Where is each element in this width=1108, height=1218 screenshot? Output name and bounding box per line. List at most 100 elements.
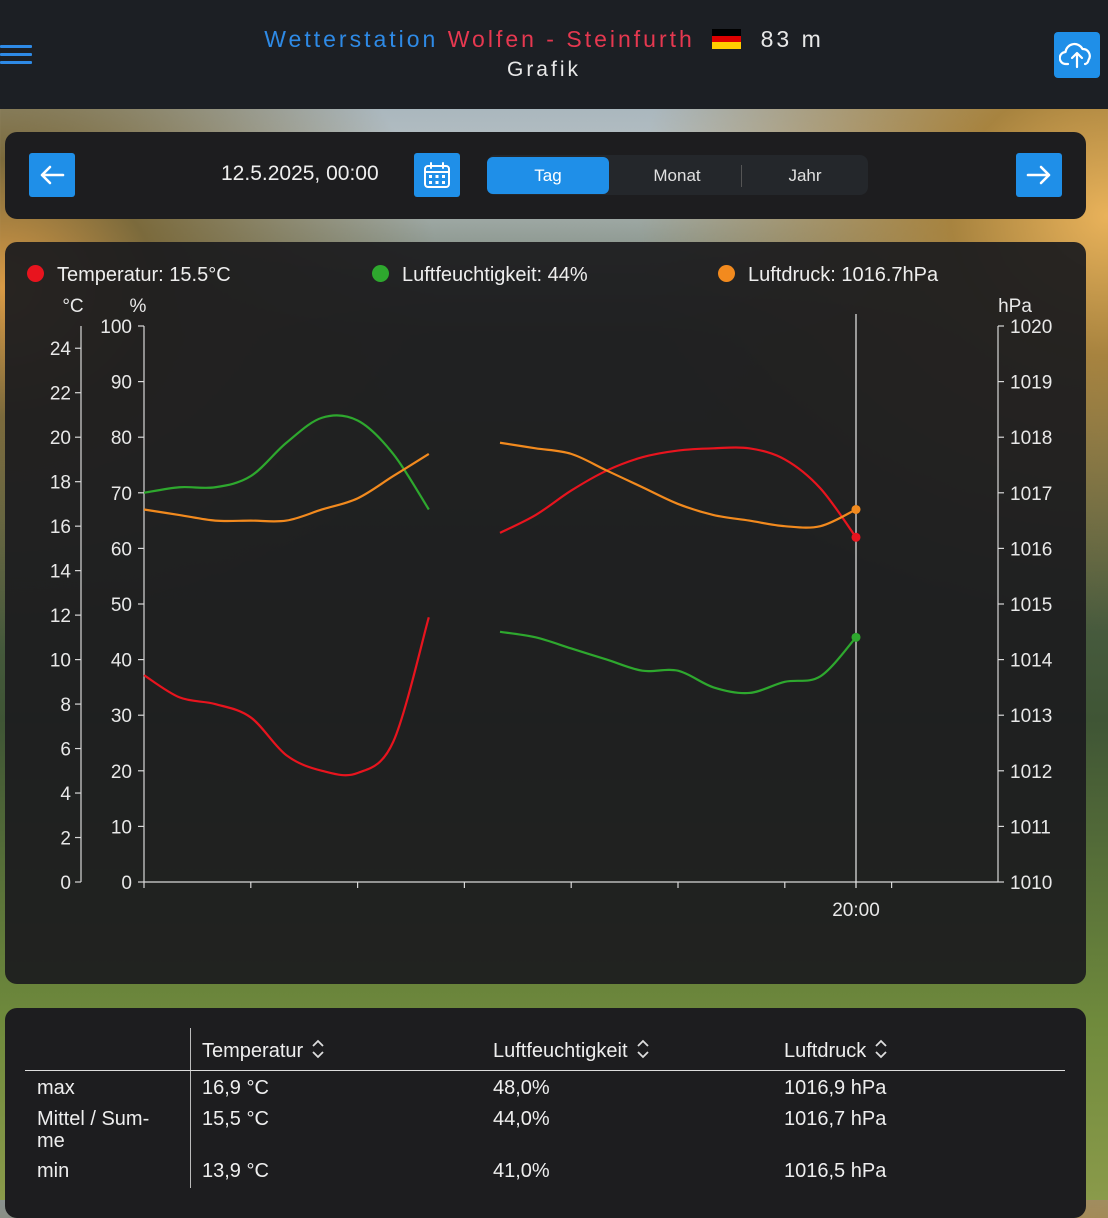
max-pressure: 1016,9 hPa [784, 1077, 887, 1099]
temp-tick-label: 22 [50, 384, 71, 405]
humidity-tick-label: 20 [111, 762, 132, 783]
tab-monat[interactable]: Monat [653, 166, 701, 185]
pressure-tick-label: 1016 [1010, 539, 1052, 560]
max-temperature: 16,9 °C [202, 1077, 269, 1099]
pressure-tick-label: 1010 [1010, 873, 1052, 894]
station-title: Wetterstation Wolfen - Steinfurth 83 m [0, 26, 1088, 53]
stats-table: Temperatur Luftfeuchtigkeit Luftdruck ma… [5, 1008, 1086, 1218]
next-button[interactable] [1016, 153, 1062, 197]
arrow-right-icon [1026, 165, 1051, 185]
temp-tick-label: 10 [50, 651, 71, 672]
arrow-left-icon [40, 165, 65, 185]
temp-tick-label: 8 [60, 695, 71, 716]
max-humidity: 48,0% [493, 1077, 550, 1099]
humidity-tick-label: 40 [111, 651, 132, 672]
row-label-min: min [37, 1160, 70, 1182]
humidity-tick-label: 70 [111, 484, 132, 505]
pressure-tick-label: 1011 [1010, 817, 1051, 838]
temp-tick-label: 0 [60, 873, 71, 894]
sort-icon [312, 1039, 324, 1059]
mean-temperature: 15,5 °C [202, 1108, 269, 1130]
humidity-tick-label: 80 [111, 428, 132, 449]
weather-chart[interactable]: 024681012141618202224°C01020304050607080… [5, 242, 1086, 984]
table-divider-horizontal [25, 1070, 1065, 1071]
cursor-point-luftdruck [851, 504, 861, 514]
header-pressure[interactable]: Luftdruck [784, 1039, 888, 1063]
pressure-tick-label: 1019 [1010, 373, 1052, 394]
chart-panel: Temperatur: 15.5°C Luftfeuchtigkeit: 44%… [5, 242, 1086, 984]
min-pressure: 1016,5 hPa [784, 1160, 887, 1182]
page-subtitle: Grafik [506, 58, 581, 81]
legend-dot-temperature [27, 265, 44, 282]
cursor-point-luftfeuchtigkeit [851, 632, 861, 642]
min-temperature: 13,9 °C [202, 1160, 269, 1182]
app-header: Wetterstation Wolfen - Steinfurth 83 m G… [0, 0, 1108, 109]
cloud-upload-button[interactable] [1054, 32, 1100, 78]
legend-dot-pressure [718, 265, 735, 282]
series-line-luftfeuchtigkeit [499, 630, 857, 695]
legend-label-humidity: Luftfeuchtigkeit: 44% [402, 264, 588, 286]
humidity-axis-unit: % [130, 296, 147, 317]
series-line-luftdruck [143, 452, 430, 523]
pressure-tick-label: 1014 [1010, 651, 1053, 672]
cursor-point-temperatur [851, 532, 861, 542]
row-label-max: max [37, 1077, 75, 1099]
humidity-tick-label: 10 [111, 817, 132, 838]
hamburger-icon[interactable] [0, 43, 32, 67]
cloud-upload-icon [1059, 42, 1091, 69]
header-humidity[interactable]: Luftfeuchtigkeit [493, 1039, 650, 1063]
legend-pressure[interactable]: Luftdruck: 1016.7hPa [718, 264, 938, 287]
legend-temperature[interactable]: Temperatur: 15.5°C [27, 264, 231, 287]
pressure-tick-label: 1012 [1010, 762, 1052, 783]
humidity-tick-label: 60 [111, 539, 132, 560]
temp-tick-label: 2 [60, 829, 71, 850]
period-selector: Tag Monat Jahr [487, 155, 868, 195]
humidity-tick-label: 0 [121, 873, 132, 894]
tab-jahr[interactable]: Jahr [788, 166, 822, 185]
series-line-temperatur [499, 446, 857, 538]
temp-tick-label: 6 [60, 740, 71, 761]
title-part1: Wetterstation [264, 26, 439, 52]
pressure-tick-label: 1020 [1010, 317, 1052, 338]
pressure-tick-label: 1017 [1010, 484, 1052, 505]
mean-humidity: 44,0% [493, 1108, 550, 1130]
series-line-temperatur [143, 617, 430, 777]
legend-humidity[interactable]: Luftfeuchtigkeit: 44% [372, 264, 588, 287]
humidity-tick-label: 90 [111, 373, 132, 394]
series-line-luftfeuchtigkeit [143, 414, 430, 511]
x-axis-label: 20:00 [832, 900, 880, 921]
min-humidity: 41,0% [493, 1160, 550, 1182]
legend-dot-humidity [372, 265, 389, 282]
row-label-mean-cont: me [37, 1130, 65, 1152]
humidity-tick-label: 100 [100, 317, 132, 338]
pressure-tick-label: 1013 [1010, 706, 1052, 727]
altitude: 83 m [760, 26, 824, 52]
current-date: 12.5.2025, 00:00 [221, 162, 379, 185]
temp-tick-label: 12 [50, 606, 71, 627]
mean-pressure: 1016,7 hPa [784, 1108, 887, 1130]
temp-axis-unit: °C [62, 296, 83, 317]
title-part2: Wolfen - Steinfurth [447, 26, 695, 52]
prev-button[interactable] [29, 153, 75, 197]
humidity-tick-label: 30 [111, 706, 132, 727]
tab-tag[interactable]: Tag [487, 157, 609, 194]
temp-tick-label: 18 [50, 473, 71, 494]
sort-icon [636, 1039, 649, 1059]
temp-tick-label: 4 [60, 784, 71, 805]
date-navigation: 12.5.2025, 00:00 Tag Monat Jahr [5, 132, 1086, 219]
temp-tick-label: 20 [50, 428, 71, 449]
header-temperature[interactable]: Temperatur [202, 1039, 325, 1063]
legend-label-pressure: Luftdruck: 1016.7hPa [748, 264, 939, 286]
temp-tick-label: 24 [50, 339, 72, 360]
pressure-tick-label: 1018 [1010, 428, 1052, 449]
temp-tick-label: 16 [50, 517, 71, 538]
german-flag-icon [712, 29, 742, 49]
calendar-icon [424, 162, 450, 188]
legend-label-temperature: Temperatur: 15.5°C [57, 264, 231, 286]
temp-tick-label: 14 [50, 562, 72, 583]
row-label-mean: Mittel / Sum- [37, 1108, 150, 1130]
calendar-button[interactable] [414, 153, 460, 197]
sort-icon [875, 1039, 887, 1059]
pressure-axis-unit: hPa [998, 296, 1032, 317]
tab-divider [741, 165, 742, 187]
